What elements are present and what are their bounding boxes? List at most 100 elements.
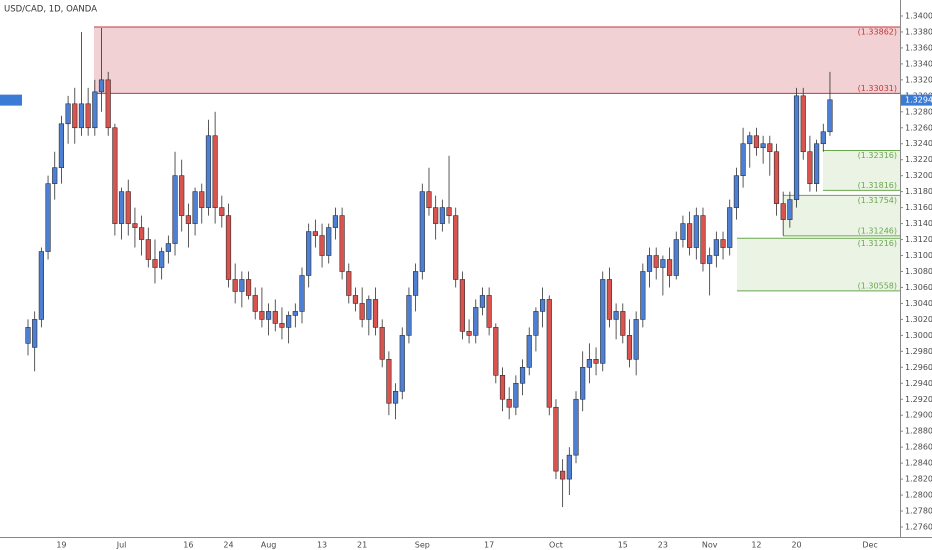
candle-body (546, 299, 552, 408)
candle-body (793, 95, 800, 200)
candle-body (820, 131, 826, 145)
candle-body (413, 271, 419, 296)
candle-body (553, 406, 559, 472)
candle-body (433, 207, 439, 224)
candle-body (392, 390, 399, 404)
y-tick-label: 1.32000 (905, 171, 932, 180)
x-tick-label: Sep (415, 541, 430, 550)
candle-body (319, 235, 325, 256)
candle-body (45, 183, 51, 252)
candle-body (159, 251, 165, 268)
candle-body (720, 239, 726, 248)
candle-body (92, 91, 98, 129)
candle-body (386, 359, 392, 404)
candle-body (192, 191, 198, 224)
candle-body (493, 327, 499, 376)
candle-body (693, 215, 699, 248)
candle-body (707, 255, 713, 264)
candle-body (185, 215, 191, 224)
candle-body (593, 359, 599, 364)
zone (783, 195, 900, 236)
x-tick-label: Jul (116, 541, 127, 550)
candle-body (813, 143, 820, 184)
y-tick-label: 1.28000 (905, 491, 932, 500)
candle-body (733, 175, 739, 208)
candle-body (259, 311, 265, 320)
candle-body (38, 251, 44, 320)
candle-body (52, 167, 58, 184)
x-tick-label: Nov (702, 541, 718, 550)
candle-body (753, 135, 760, 149)
candle-body (666, 259, 673, 276)
candle-body (112, 127, 118, 224)
zones: (1.33862) (1.33031) (1.32316) (1.31816) (1.3… (94, 26, 900, 292)
candle-body (272, 311, 278, 324)
x-tick-label: Oct (549, 541, 563, 550)
candle-body (446, 207, 452, 216)
candle-body (232, 279, 238, 292)
candle-body (767, 143, 773, 153)
candle-body (533, 311, 539, 336)
candle-body (800, 95, 806, 153)
candle-body (58, 123, 65, 168)
candle-body (680, 223, 686, 240)
candle-body (245, 279, 252, 296)
y-tick-label: 1.33600 (905, 43, 932, 52)
x-tick-label: 21 (357, 541, 367, 550)
candle-body (25, 327, 31, 344)
candle-body (773, 151, 780, 204)
y-tick-label: 1.33200 (905, 75, 932, 84)
y-tick-label: 1.30600 (905, 283, 932, 292)
candle-body (326, 227, 332, 256)
candle-body (727, 207, 733, 248)
candle-body (306, 231, 312, 276)
zone-top-label: (1.31216) (858, 239, 897, 248)
candle-body (406, 295, 412, 336)
candle-body (98, 79, 105, 93)
y-tick-label: 1.30800 (905, 267, 932, 276)
y-tick-label: 1.34000 (905, 11, 932, 20)
candle-body (586, 359, 592, 368)
candle-body (740, 143, 746, 176)
x-tick-label: 23 (658, 541, 668, 550)
candle-body (179, 175, 185, 216)
zone-bottom-label: (1.31246) (858, 226, 897, 235)
zone (823, 150, 900, 191)
left-price-tag (0, 94, 22, 106)
candle-body (312, 231, 318, 236)
y-tick-label: 1.31400 (905, 219, 932, 228)
x-tick-label: 17 (484, 541, 494, 550)
candle-body (426, 191, 432, 208)
candle-body (713, 239, 719, 256)
candle-body (499, 375, 506, 400)
y-tick-label: 1.32600 (905, 123, 932, 132)
candle-body (419, 191, 425, 272)
candle-body (292, 311, 298, 316)
candle-body (526, 335, 532, 368)
candle-body (807, 151, 813, 184)
y-tick-label: 1.29400 (905, 379, 932, 388)
x-tick-label: 24 (223, 541, 233, 550)
last-price-tag (901, 94, 932, 106)
candle-body (352, 295, 359, 304)
y-tick-label: 1.30200 (905, 315, 932, 324)
x-tick-label: 12 (751, 541, 761, 550)
y-tick-label: 1.32800 (905, 107, 932, 116)
candle-body (125, 191, 131, 224)
candle-body (606, 279, 613, 320)
y-tick-label: 1.32400 (905, 139, 932, 148)
y-tick-label: 1.30400 (905, 299, 932, 308)
candle-body (473, 307, 479, 336)
x-tick-label: 16 (183, 541, 193, 550)
candle-body (620, 311, 626, 336)
y-tick-label: 1.29000 (905, 411, 932, 420)
candle-body (78, 103, 85, 129)
candle-body (346, 271, 352, 296)
candle-body (613, 311, 619, 320)
zone (737, 238, 900, 291)
y-tick-label: 1.29600 (905, 363, 932, 372)
candle-body (332, 215, 339, 228)
candle-body (580, 367, 586, 400)
